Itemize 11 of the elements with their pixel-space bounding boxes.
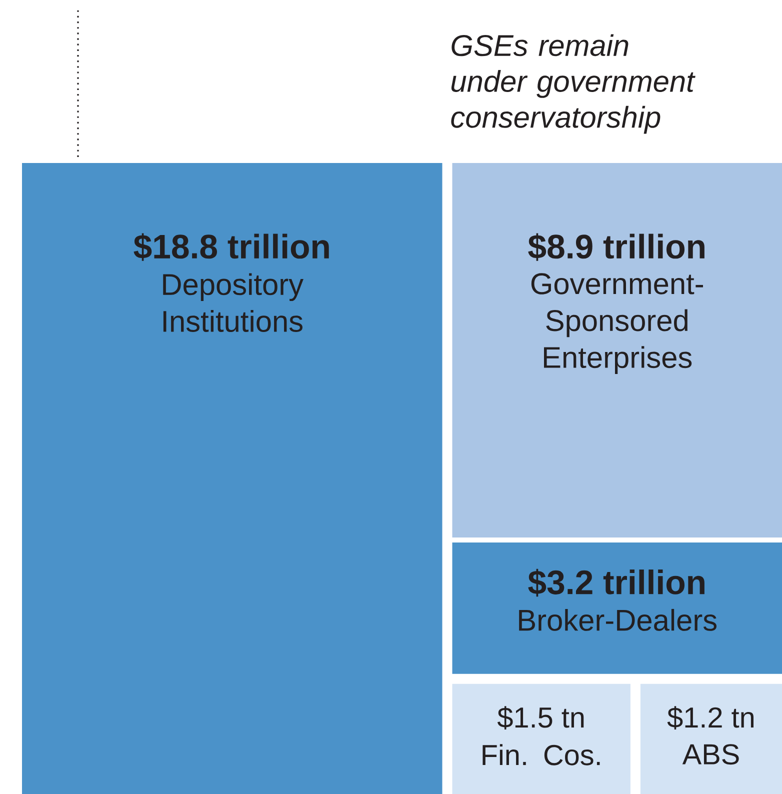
category-label: Broker-Dealers bbox=[519, 608, 716, 631]
category-label: Fin. Cos. bbox=[482, 744, 600, 766]
data-label: $18.8 trillion bbox=[134, 233, 329, 261]
category-label: Depository Institutions bbox=[163, 273, 304, 332]
data-label: $8.9 trillion bbox=[528, 233, 704, 261]
category-label: ABS bbox=[682, 744, 739, 765]
text: GSEs remain under government conservatorship bbox=[451, 34, 696, 134]
data-label: $1.5 tn bbox=[497, 706, 584, 730]
category-label: Government-Sponsored Enterprises bbox=[531, 273, 703, 374]
data-label: $3.2 trillion bbox=[528, 568, 704, 597]
data-label: $1.2 tn bbox=[667, 706, 754, 730]
